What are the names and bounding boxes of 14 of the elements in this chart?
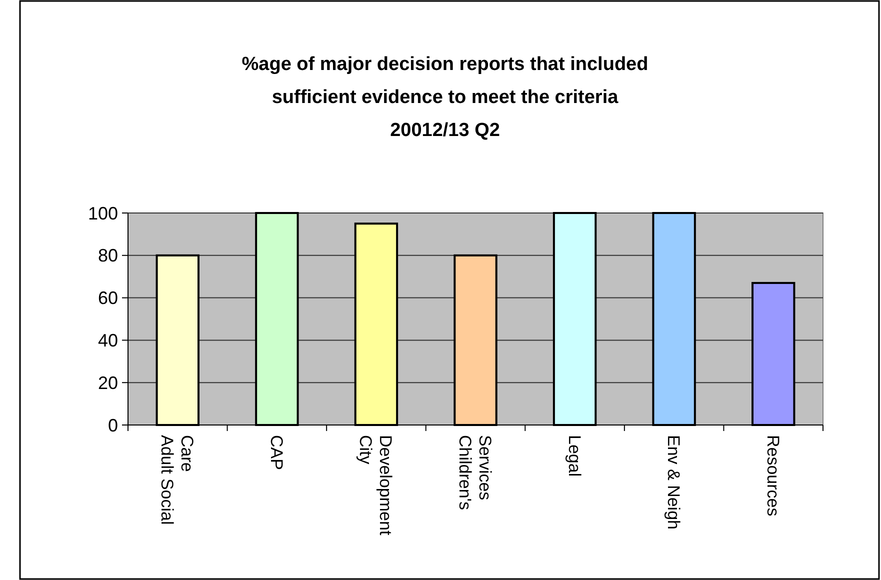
y-tick-label: 0	[108, 415, 118, 436]
y-tick-label: 60	[98, 288, 118, 308]
x-tick-label: Adult Social Care	[158, 435, 197, 525]
y-tick-label: 20	[98, 372, 118, 393]
chart-title: %age of major decision reports that included sufficient evidence to meet the criteria 20012/13 Q2	[242, 54, 648, 141]
x-tick-label: City Development	[356, 435, 396, 536]
x-tick-label: CAP	[266, 435, 286, 470]
y-tick-label: 40	[98, 330, 118, 350]
x-tick-label: Legal	[564, 435, 584, 477]
x-tick-label: Resources	[763, 435, 782, 516]
x-tick-label: Env & Neigh	[664, 435, 684, 530]
y-tick-label: 80	[98, 246, 118, 266]
y-tick-label: 100	[88, 203, 118, 224]
x-tick-label: Children's Services	[456, 435, 494, 510]
